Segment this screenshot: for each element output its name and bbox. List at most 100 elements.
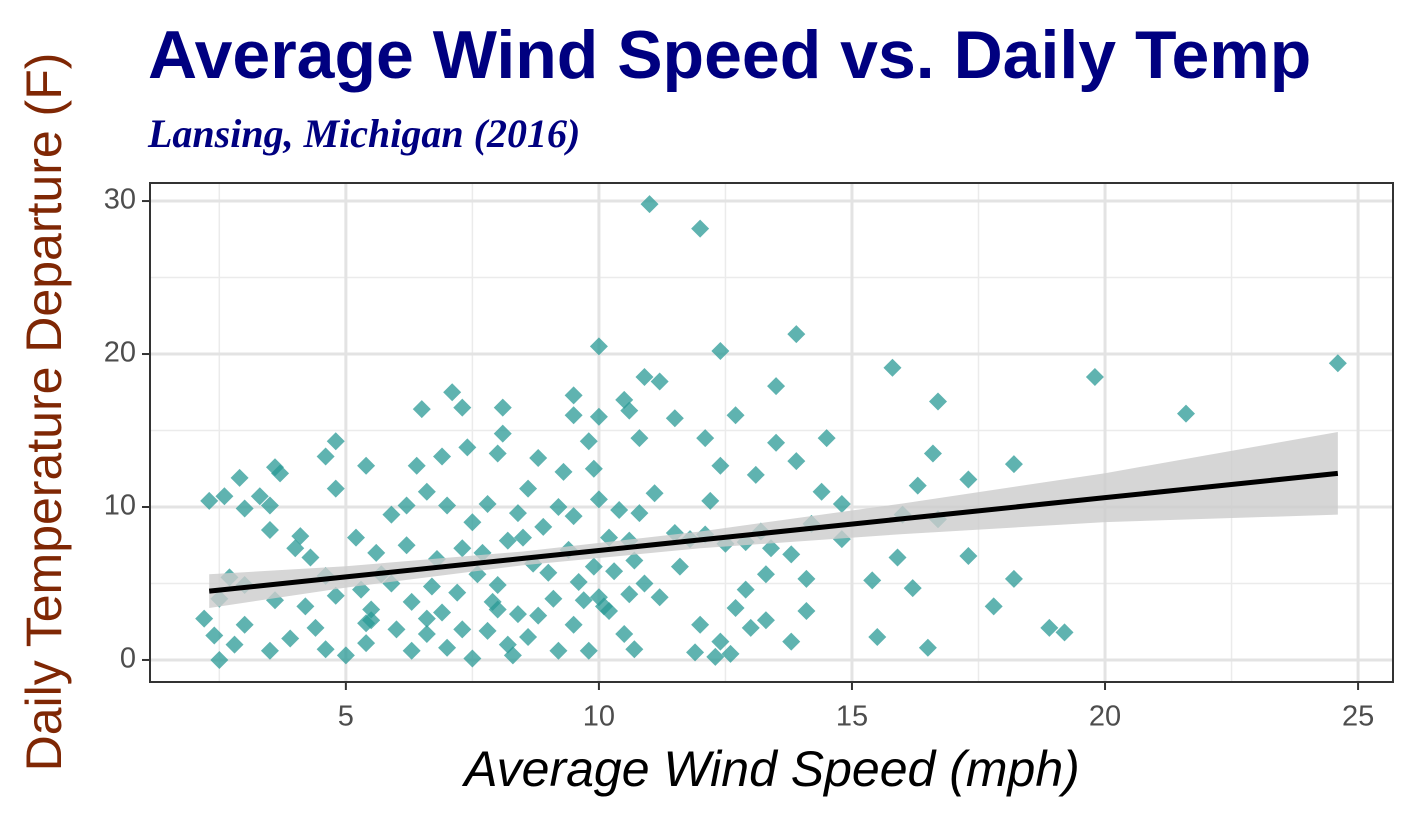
point [610, 501, 629, 520]
point [478, 494, 497, 513]
point [645, 484, 664, 503]
point [650, 372, 669, 391]
point [736, 580, 755, 599]
point [782, 545, 801, 564]
point [579, 432, 598, 451]
point [453, 620, 472, 639]
point [412, 400, 431, 419]
point [767, 377, 786, 396]
point [883, 358, 902, 377]
point [1085, 367, 1104, 386]
y-tick-label: 0 [120, 643, 136, 675]
point [346, 528, 365, 547]
y-tick-label: 10 [104, 490, 136, 522]
point [478, 621, 497, 640]
chart-subtitle: Lansing, Michigan (2016) [147, 111, 580, 156]
y-tick-label: 30 [104, 184, 136, 216]
point [767, 433, 786, 452]
point [1055, 623, 1074, 642]
point [503, 646, 522, 665]
point [640, 195, 659, 214]
point [630, 429, 649, 448]
point [529, 449, 548, 468]
point [397, 496, 416, 515]
point [195, 609, 214, 628]
point [488, 576, 507, 595]
point [508, 605, 527, 624]
point [306, 618, 325, 637]
point [711, 456, 730, 475]
x-tick-label: 15 [836, 701, 868, 733]
point [260, 496, 279, 515]
point [316, 640, 335, 659]
point [453, 539, 472, 558]
point [402, 641, 421, 660]
point [584, 459, 603, 478]
point [918, 638, 937, 657]
point [539, 563, 558, 582]
chart-title: Average Wind Speed vs. Daily Temp [148, 17, 1311, 93]
point [417, 609, 436, 628]
point [514, 528, 533, 547]
point [519, 479, 538, 498]
point [463, 649, 482, 668]
point [397, 536, 416, 555]
point [438, 638, 457, 657]
point [706, 647, 725, 666]
x-axis-label: Average Wind Speed (mph) [461, 741, 1080, 797]
point [686, 643, 705, 662]
point [721, 644, 740, 663]
point [741, 618, 760, 637]
point [691, 615, 710, 634]
point [357, 634, 376, 653]
point [650, 588, 669, 607]
point [387, 620, 406, 639]
point [549, 497, 568, 516]
point [787, 325, 806, 344]
point [726, 406, 745, 425]
point [746, 465, 765, 484]
point [605, 562, 624, 581]
point [438, 496, 457, 515]
point [508, 504, 527, 523]
point [544, 589, 563, 608]
point [574, 591, 593, 610]
point [296, 597, 315, 616]
point [407, 456, 426, 475]
panel-border [149, 182, 1394, 683]
point [929, 392, 948, 411]
point [554, 462, 573, 481]
point [959, 470, 978, 489]
x-tick-label: 10 [583, 701, 615, 733]
trend-line [208, 470, 1339, 594]
point [1177, 404, 1196, 423]
point [458, 438, 477, 457]
point [984, 597, 1003, 616]
point [630, 504, 649, 523]
point [529, 606, 548, 625]
point [443, 383, 462, 402]
point [670, 557, 689, 576]
point [271, 464, 290, 483]
point [281, 629, 300, 648]
point [579, 641, 598, 660]
point [564, 507, 583, 526]
point [761, 539, 780, 558]
point [564, 406, 583, 425]
point [260, 520, 279, 539]
point [620, 585, 639, 604]
point [488, 444, 507, 463]
point [260, 641, 279, 660]
point [589, 407, 608, 426]
point [362, 600, 381, 619]
point [665, 409, 684, 428]
point [498, 531, 517, 550]
x-tick-label: 20 [1089, 701, 1121, 733]
point [812, 482, 831, 501]
point [534, 517, 553, 536]
point [286, 539, 305, 558]
point [625, 551, 644, 570]
point [594, 597, 613, 616]
point [696, 429, 715, 448]
point [357, 456, 376, 475]
